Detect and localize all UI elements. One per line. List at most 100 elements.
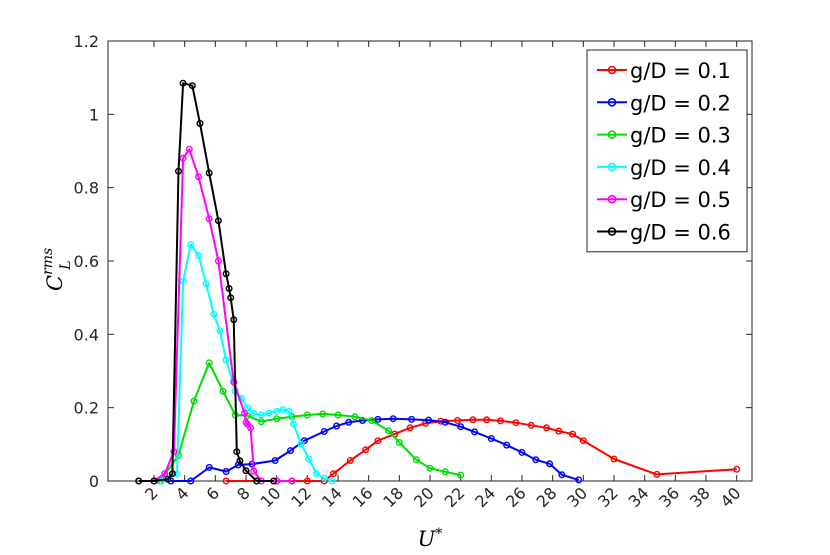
legend-item: g/D = 0.6 <box>597 221 731 245</box>
data-point <box>188 82 196 90</box>
legend-label: g/D = 0.3 <box>630 124 731 148</box>
data-point <box>389 415 397 423</box>
data-point <box>173 470 181 478</box>
data-point <box>214 257 222 265</box>
data-point <box>503 441 511 449</box>
series-3 <box>156 359 465 485</box>
legend-box <box>586 49 748 253</box>
y-tick-label: 0 <box>89 472 99 491</box>
data-point <box>457 423 465 431</box>
data-point <box>257 418 265 426</box>
data-point <box>230 316 238 324</box>
x-tick-label: 36 <box>655 483 683 511</box>
data-point <box>334 411 342 419</box>
x-axis-title-main: U <box>418 527 437 551</box>
series-line <box>226 418 737 482</box>
data-point <box>288 477 296 485</box>
series-line <box>170 417 579 482</box>
y-axis-title: Crms L <box>40 248 74 291</box>
data-point <box>303 477 311 485</box>
legend-label: g/D = 0.2 <box>630 91 731 115</box>
data-point <box>273 407 281 415</box>
y-tick-label: 0.4 <box>74 325 99 344</box>
data-point <box>555 427 563 435</box>
data-point <box>265 409 273 417</box>
data-point <box>454 417 462 425</box>
data-point <box>205 359 213 367</box>
data-point <box>320 474 328 482</box>
legend-swatch-marker <box>607 65 617 75</box>
x-tick-label: 8 <box>233 483 254 504</box>
y-tick-label: 0.6 <box>74 252 99 271</box>
y-tick-label: 0.8 <box>74 179 99 198</box>
series-layer <box>135 79 741 485</box>
data-point <box>346 457 354 465</box>
data-point <box>234 461 242 469</box>
series-4 <box>158 240 336 485</box>
series-5 <box>135 145 296 485</box>
data-point <box>546 460 554 468</box>
y-axis-title-main: C <box>43 275 67 291</box>
data-point <box>487 435 495 443</box>
data-point <box>287 447 295 455</box>
legend-item: g/D = 0.2 <box>597 91 731 115</box>
data-point <box>320 428 328 436</box>
x-tick-label: 16 <box>349 483 377 511</box>
data-point <box>527 421 535 429</box>
legend-label: g/D = 0.5 <box>630 188 731 212</box>
data-point <box>395 439 403 447</box>
data-point <box>187 477 195 485</box>
data-point <box>164 475 172 483</box>
data-point <box>385 427 393 435</box>
data-point <box>150 477 158 485</box>
data-point <box>196 119 204 127</box>
legend-swatch-marker <box>607 162 617 172</box>
x-axis-title: U* <box>418 526 443 551</box>
data-point <box>425 416 433 424</box>
legend-swatch-marker <box>607 130 617 139</box>
y-tick-label: 0.2 <box>74 399 99 418</box>
x-tick-label: 20 <box>410 483 438 511</box>
data-point <box>253 477 261 485</box>
data-point <box>194 173 202 181</box>
data-point <box>319 410 327 418</box>
data-point <box>222 468 230 476</box>
x-tick-label: 2 <box>141 483 162 504</box>
y-axis-title-subscript: L <box>58 260 74 270</box>
data-point <box>205 169 213 177</box>
data-point <box>190 397 198 405</box>
data-point <box>279 406 287 414</box>
data-point <box>374 437 382 445</box>
x-tick-label: 6 <box>203 483 224 504</box>
x-axis-title-superscript: * <box>435 526 442 542</box>
legend-label: g/D = 0.6 <box>630 221 731 245</box>
data-point <box>406 424 414 432</box>
y-tick-label: 1.2 <box>74 32 99 51</box>
y-tick-label: 1 <box>89 105 99 124</box>
data-point <box>313 470 321 478</box>
data-point <box>270 477 278 485</box>
data-point <box>569 430 577 438</box>
data-point <box>205 463 213 471</box>
data-point <box>233 448 241 456</box>
x-tick-label: 38 <box>686 483 714 511</box>
legend-item: g/D = 0.5 <box>597 188 731 212</box>
data-point <box>733 465 741 473</box>
data-point <box>202 280 210 288</box>
data-point <box>441 468 449 476</box>
data-point <box>469 416 477 424</box>
data-point <box>575 476 583 484</box>
data-point <box>273 477 281 485</box>
x-tick-label: 32 <box>594 483 622 511</box>
data-point <box>368 417 376 425</box>
y-axis-title-superscript: rms <box>40 248 56 275</box>
data-point <box>240 409 248 417</box>
x-tick-label: 4 <box>172 483 193 504</box>
legend-item: g/D = 0.3 <box>597 124 731 148</box>
data-point <box>457 471 465 479</box>
series-1 <box>222 416 741 485</box>
x-tick-label: 18 <box>379 483 407 511</box>
data-point <box>174 167 182 175</box>
legend: g/D = 0.1 g/D = 0.2 g/D = 0.3 g/D = 0.4 g/D … <box>586 49 748 253</box>
